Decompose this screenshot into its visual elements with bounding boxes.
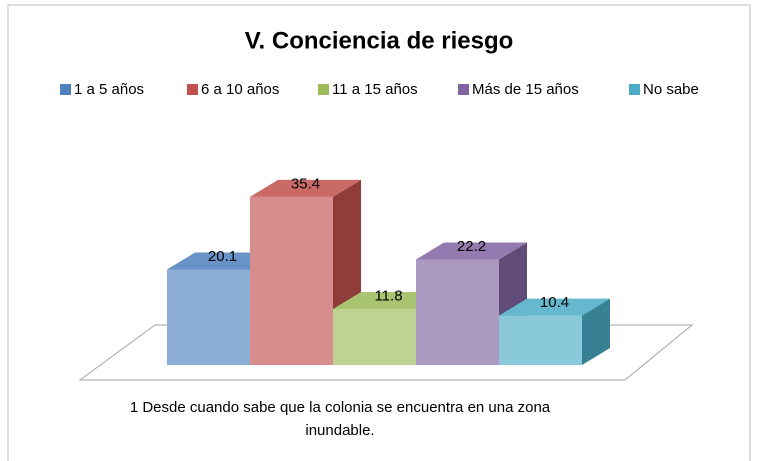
bar-top-shade bbox=[250, 179, 361, 197]
bar bbox=[250, 196, 333, 365]
bar-highlight bbox=[250, 196, 333, 365]
data-label: 22.2 bbox=[457, 238, 486, 255]
legend-swatch bbox=[629, 84, 640, 95]
data-label: 10.4 bbox=[540, 294, 569, 311]
bar-highlight bbox=[167, 269, 250, 365]
bar-side-shade bbox=[582, 298, 610, 365]
bar-top bbox=[416, 242, 527, 260]
chart-frame bbox=[7, 4, 751, 461]
bar bbox=[167, 269, 250, 365]
bar-top bbox=[499, 298, 610, 316]
data-label: 35.4 bbox=[291, 175, 320, 192]
bar-side bbox=[582, 298, 610, 365]
legend-label: 1 a 5 años bbox=[74, 81, 144, 98]
legend-label: 11 a 15 años bbox=[332, 81, 418, 98]
bar bbox=[499, 315, 582, 365]
bar bbox=[416, 259, 499, 365]
bar-top bbox=[250, 179, 361, 197]
legend-swatch bbox=[60, 84, 71, 95]
legend-label: 6 a 10 años bbox=[201, 81, 279, 98]
bar-top-shade bbox=[416, 242, 527, 260]
legend-label: Más de 15 años bbox=[472, 81, 579, 98]
legend-swatch bbox=[318, 84, 329, 95]
legend-swatch bbox=[458, 84, 469, 95]
bar-top-shade bbox=[499, 298, 610, 316]
bar-highlight bbox=[416, 259, 499, 365]
bar bbox=[333, 308, 416, 365]
legend-swatch bbox=[187, 84, 198, 95]
bar-highlight bbox=[333, 308, 416, 365]
data-label: 20.1 bbox=[208, 248, 237, 265]
bar-highlight bbox=[499, 315, 582, 365]
chart-title: V. Conciencia de riesgo bbox=[245, 27, 514, 54]
data-label: 11.8 bbox=[374, 287, 402, 304]
legend-label: No sabe bbox=[643, 81, 699, 98]
category-label: 1 Desde cuando sabe que la colonia se en… bbox=[129, 399, 551, 439]
